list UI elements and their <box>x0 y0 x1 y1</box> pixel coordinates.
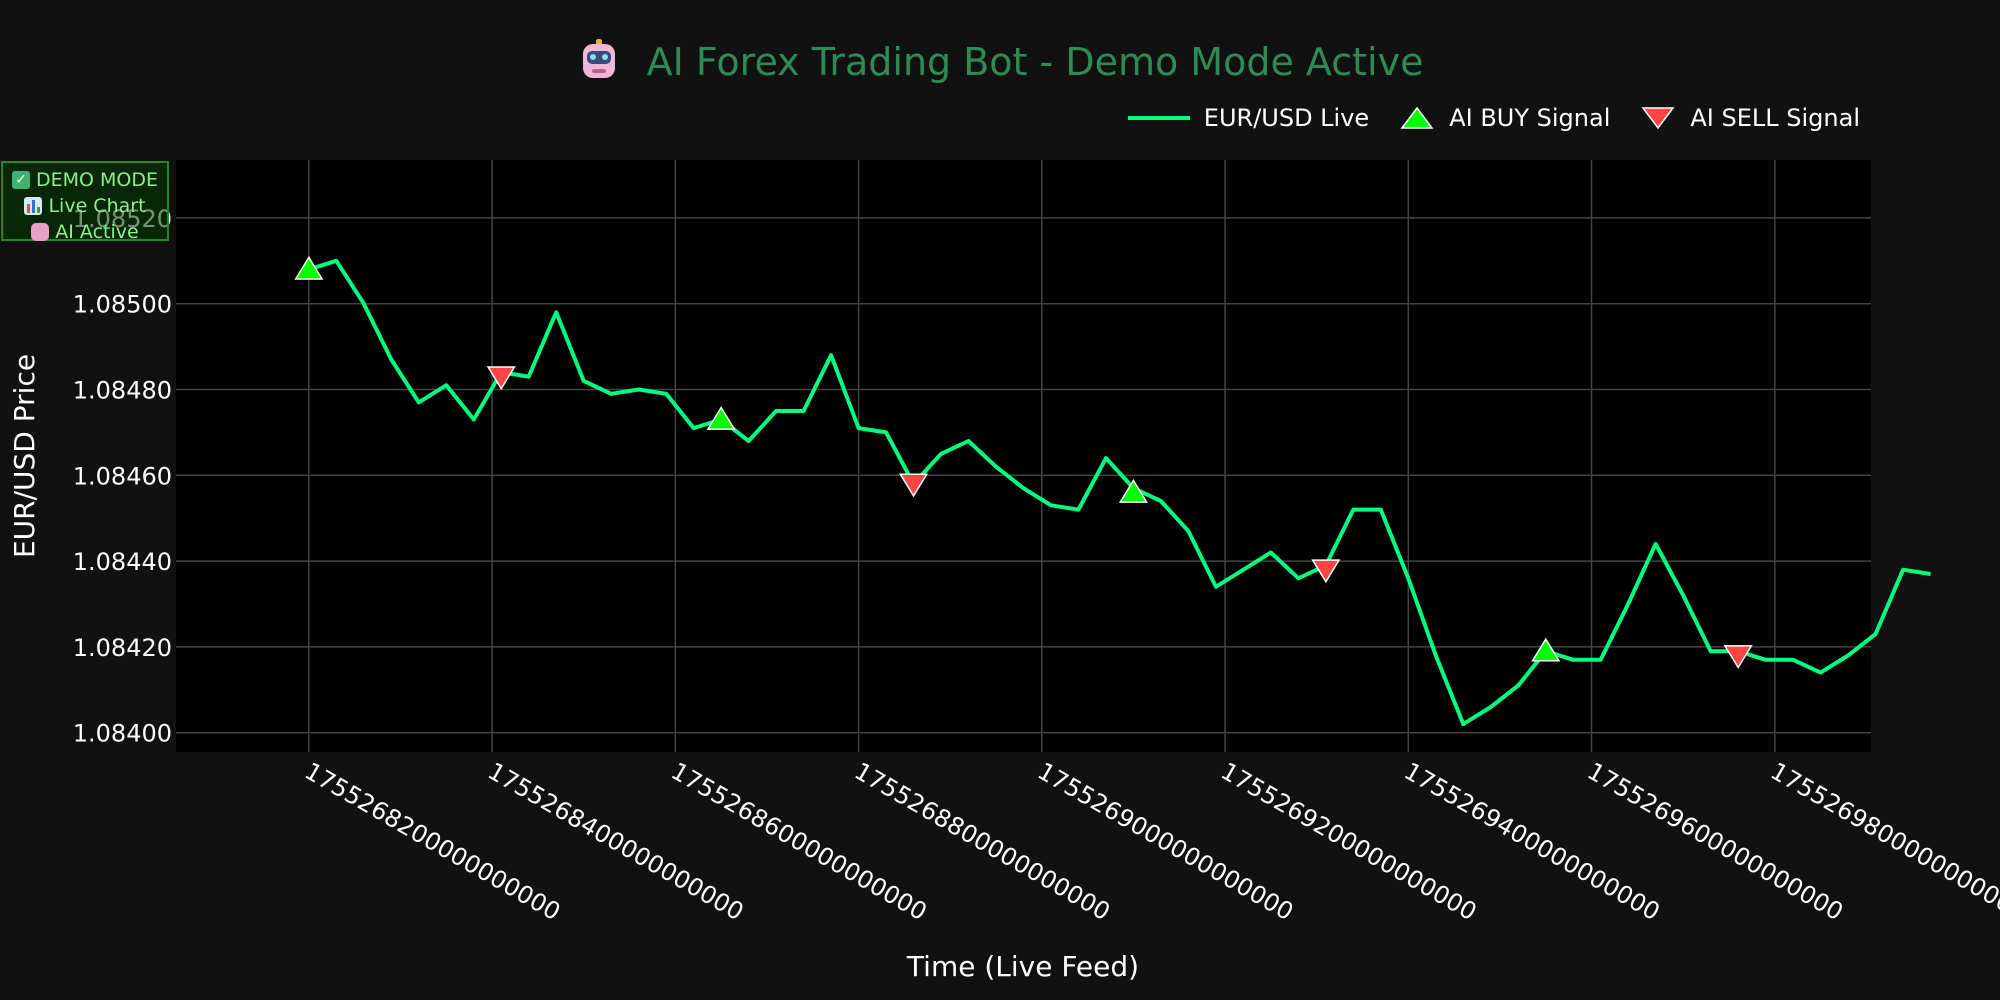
x-axis-ticks: 1755268200000000000175526840000000000017… <box>300 757 2000 926</box>
chart-title: AI Forex Trading Bot - Demo Mode Active <box>0 38 2000 91</box>
legend-label-line: EUR/USD Live <box>1203 104 1370 132</box>
legend-item-line[interactable]: EUR/USD Live <box>1127 104 1370 132</box>
buy-signal-marker <box>706 406 736 430</box>
sell-signal-marker <box>1723 645 1753 669</box>
sell-signal-marker <box>1311 559 1341 584</box>
legend-line-swatch <box>1127 116 1190 120</box>
y-tick-label: 1.08440 <box>73 548 172 576</box>
chart-title-text: AI Forex Trading Bot - Demo Mode Active <box>646 40 1424 84</box>
signal-markers <box>294 255 1753 669</box>
legend-item-buy[interactable]: AI BUY Signal <box>1399 104 1610 132</box>
y-tick-label: 1.08480 <box>73 377 172 405</box>
y-tick-label: 1.08500 <box>73 291 172 319</box>
chart-legend: EUR/USD Live AI BUY Signal AI SELL Signa… <box>1127 104 1860 132</box>
status-ai-text: AI Active <box>55 221 139 243</box>
legend-item-sell[interactable]: AI SELL Signal <box>1640 104 1860 132</box>
status-chart-text: Live Chart <box>48 195 146 217</box>
sell-triangle-icon <box>1641 107 1675 130</box>
check-icon: ✓ <box>11 171 30 189</box>
plot-area <box>176 160 1871 752</box>
price-series-line <box>308 258 1931 727</box>
legend-label-sell: AI SELL Signal <box>1690 104 1860 132</box>
x-axis-label: Time (Live Feed) <box>906 950 1139 983</box>
buy-signal-marker <box>294 255 324 280</box>
sell-signal-marker <box>486 366 516 391</box>
y-axis-ticks: 1.08400 1.08420 1.08440 1.08460 1.08480 1.085… <box>73 205 172 748</box>
y-tick-label: 1.08420 <box>73 634 172 662</box>
status-annotation-box: ✓ DEMO MODE Live Chart AI Active <box>1 161 169 243</box>
buy-triangle-icon <box>1400 106 1434 129</box>
buy-signal-marker <box>1118 479 1148 503</box>
y-axis-label: EUR/USD Price <box>8 354 41 558</box>
status-line-demo: ✓ DEMO MODE <box>3 167 167 193</box>
status-line-ai: AI Active <box>3 219 167 245</box>
y-tick-label: 1.08400 <box>73 720 172 748</box>
status-line-chart: Live Chart <box>3 193 167 219</box>
robot-icon <box>31 223 50 241</box>
bar-chart-icon <box>24 197 43 215</box>
sell-signal-marker <box>899 473 929 498</box>
buy-signal-marker <box>1531 637 1561 662</box>
legend-label-buy: AI BUY Signal <box>1449 104 1611 132</box>
y-tick-label: 1.08460 <box>73 462 172 490</box>
grid-lines <box>176 160 1871 752</box>
robot-icon <box>577 38 621 91</box>
status-demo-text: DEMO MODE <box>35 169 158 191</box>
